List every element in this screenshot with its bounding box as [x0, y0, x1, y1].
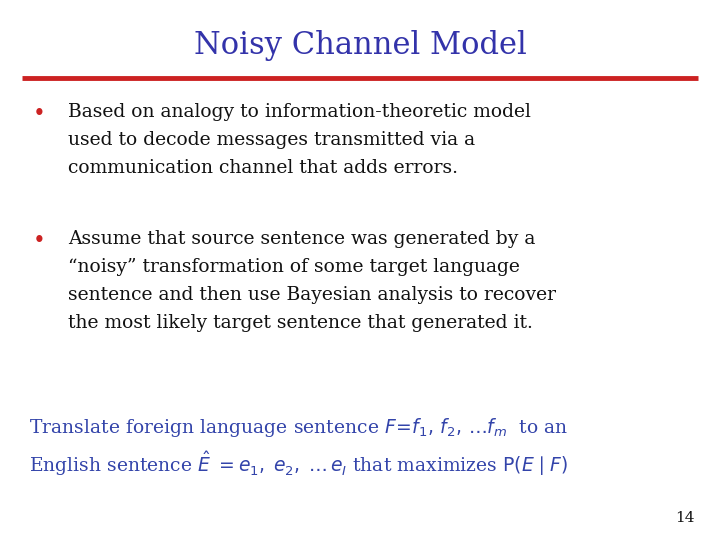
Text: “noisy” transformation of some target language: “noisy” transformation of some target la… [68, 258, 521, 275]
Text: sentence and then use Bayesian analysis to recover: sentence and then use Bayesian analysis … [68, 286, 557, 303]
Text: used to decode messages transmitted via a: used to decode messages transmitted via … [68, 131, 475, 149]
Text: •: • [33, 230, 46, 252]
Text: communication channel that adds errors.: communication channel that adds errors. [68, 159, 459, 177]
Text: the most likely target sentence that generated it.: the most likely target sentence that gen… [68, 314, 534, 332]
Text: Assume that source sentence was generated by a: Assume that source sentence was generate… [68, 230, 536, 247]
Text: English sentence $\hat{E}$ $= e_1,\; e_2,\; \ldots\, e_I$ that maximizes $\mathr: English sentence $\hat{E}$ $= e_1,\; e_2… [29, 449, 568, 478]
Text: 14: 14 [675, 511, 695, 525]
Text: •: • [33, 103, 46, 125]
Text: Noisy Channel Model: Noisy Channel Model [194, 30, 526, 60]
Text: Translate foreign language sentence $F\!=\!f_1,\, f_2,\, \ldots f_m$  to an: Translate foreign language sentence $F\!… [29, 416, 568, 439]
Text: Based on analogy to information-theoretic model: Based on analogy to information-theoreti… [68, 103, 531, 120]
